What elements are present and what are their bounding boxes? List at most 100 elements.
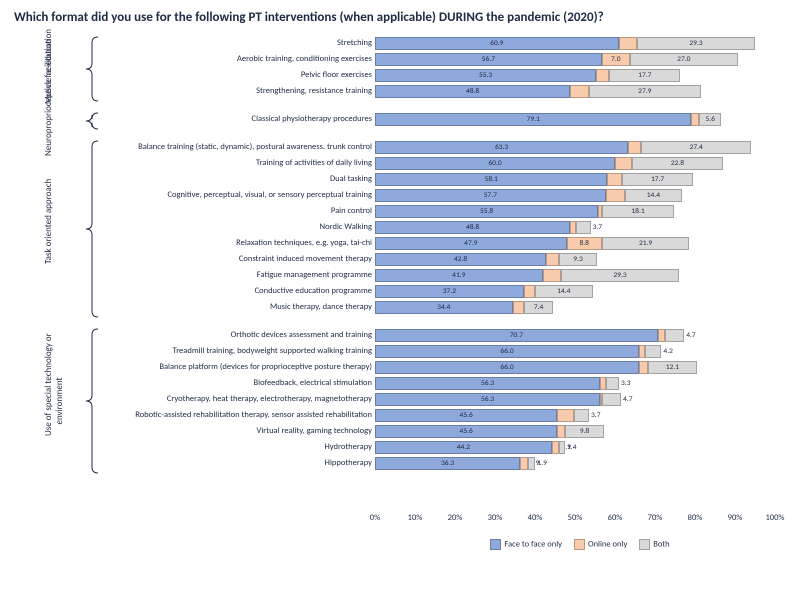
bar-zone: 58.13.717.7 <box>375 173 775 186</box>
bar-zone: 37.22.814.4 <box>375 285 775 298</box>
table-row: Robotic-assisted rehabilitation therapy,… <box>100 409 782 425</box>
legend: Face to face only Online only Both <box>375 539 775 553</box>
bar-value-face: 47.9 <box>464 239 477 248</box>
bar-value-both: 9.8 <box>580 427 590 436</box>
table-row: Pain control55.80.918.1 <box>100 205 782 221</box>
bar-value-both: 18.1 <box>631 207 644 216</box>
bar-segment-both <box>645 345 662 358</box>
bar-value-face: 41.9 <box>452 271 465 280</box>
table-row: Training of activities of daily living 60… <box>100 157 782 173</box>
table-row: Orthotic devices assessment and training… <box>100 329 782 345</box>
bar-zone: 56.30.54.7 <box>375 393 775 406</box>
bar-segment-both <box>576 221 591 234</box>
bar-value-both: 3.7 <box>591 411 601 420</box>
x-tick: 100% <box>765 513 784 523</box>
row-label: Treadmill training, bodyweight supported… <box>112 347 372 356</box>
row-label: Aerobic training, conditioning exercises <box>112 55 372 64</box>
bar-segment-both <box>665 329 684 342</box>
bar-segment-online <box>557 425 565 438</box>
row-label: Robotic-assisted rehabilitation therapy,… <box>112 411 372 420</box>
bar-value-both: 27.0 <box>677 55 690 64</box>
bar-value-both: 3.7 <box>593 223 603 232</box>
bar-segment-online <box>543 269 562 282</box>
bar-value-both: 27.9 <box>638 87 651 96</box>
row-label: Hydrotherapy <box>112 443 372 452</box>
row-label: Hippotherapy <box>112 459 372 468</box>
bar-value-both: 29.3 <box>613 271 626 280</box>
row-label: Conductive education programme <box>112 287 372 296</box>
bar-value-online: 7.0 <box>611 55 621 64</box>
row-label: Music therapy, dance therapy <box>112 303 372 312</box>
x-axis: 0%10%20%30%40%50%60%70%80%90%100% <box>375 513 775 533</box>
bar-zone: 48.81.43.7 <box>375 221 775 234</box>
bar-segment-online <box>570 85 589 98</box>
group-axis: Muscle re-educationNeuroproprioceptive f… <box>14 33 94 561</box>
x-tick: 30% <box>488 513 503 523</box>
row-label: Balance platform (devices for propriocep… <box>112 363 372 372</box>
row-label: Stretching <box>112 39 372 48</box>
row-label: Virtual reality, gaming technology <box>112 427 372 436</box>
row-label: Classical physiotherapy procedures <box>112 115 372 124</box>
bar-value-face: 48.8 <box>466 223 479 232</box>
bar-value-face: 60.0 <box>488 159 501 168</box>
bar-value-face: 34.4 <box>437 303 450 312</box>
group-brace <box>86 141 100 317</box>
bar-value-face: 45.6 <box>460 427 473 436</box>
bar-zone: 42.83.39.3 <box>375 253 775 266</box>
page-title: Which format did you use for the followi… <box>14 10 782 25</box>
bar-segment-online <box>607 173 622 186</box>
bar-zone: 36.31.91.9 <box>375 457 775 470</box>
stacked-bar-chart: Muscle re-educationNeuroproprioceptive f… <box>14 33 782 561</box>
bar-segment-both <box>602 393 621 406</box>
table-row: Treadmill training, bodyweight supported… <box>100 345 782 361</box>
x-tick: 70% <box>648 513 663 523</box>
bar-value-face: 48.8 <box>466 87 479 96</box>
group-label: Use of special technology or environment <box>43 366 65 436</box>
group-label: Neuroproprioceptive facilitation <box>43 86 54 156</box>
bar-value-face: 56.3 <box>481 379 494 388</box>
bar-value-face: 36.3 <box>441 459 454 468</box>
bar-value-both: 17.7 <box>651 175 664 184</box>
bar-value-face: 70.7 <box>510 331 523 340</box>
bar-value-both: 12.1 <box>666 363 679 372</box>
bar-value-face: 56.7 <box>482 55 495 64</box>
x-tick: 40% <box>528 513 543 523</box>
bar-zone: 66.01.44.2 <box>375 345 775 358</box>
table-row: Stretching60.94.729.3 <box>100 37 782 53</box>
bar-segment-online <box>557 409 574 422</box>
row-label: Training of activities of daily living <box>112 159 372 168</box>
bar-segment-both <box>606 377 619 390</box>
table-row: Fatigue management programme41.94.729.3 <box>100 269 782 285</box>
bar-value-face: 55.3 <box>479 71 492 80</box>
group-brace <box>86 37 100 101</box>
bar-value-face: 66.0 <box>500 347 513 356</box>
bar-value-face: 42.8 <box>454 255 467 264</box>
legend-label-online: Online only <box>588 540 627 550</box>
bar-value-both: 29.3 <box>689 39 702 48</box>
bar-value-both: 22.8 <box>671 159 684 168</box>
bar-value-online: 8.8 <box>579 239 589 248</box>
bar-value-both: 5.6 <box>705 115 715 124</box>
bar-value-both: 1.4 <box>567 443 577 452</box>
table-row: Hydrotherapy44.21.91.4 <box>100 441 782 457</box>
table-row: Nordic Walking48.81.43.7 <box>100 221 782 237</box>
bar-value-both: 27.4 <box>690 143 703 152</box>
bar-value-face: 66.0 <box>500 363 513 372</box>
table-row: Relaxation techniques, e.g. yoga, tai-ch… <box>100 237 782 253</box>
table-row: Dual tasking58.13.717.7 <box>100 173 782 189</box>
bar-zone: 56.7 7.0 27.0 <box>375 53 775 66</box>
bar-segment-online <box>552 441 560 454</box>
bar-value-both: 17.7 <box>638 71 651 80</box>
bar-zone: 63.33.327.4 <box>375 141 775 154</box>
legend-label-both: Both <box>653 540 669 550</box>
bar-segment-online <box>520 457 528 470</box>
bar-zone: 70.71.94.7 <box>375 329 775 342</box>
bar-segment-online <box>606 189 625 202</box>
row-label: Constraint induced movement therapy <box>112 255 372 264</box>
row-label: Fatigue management programme <box>112 271 372 280</box>
row-label: Biofeedback, electrical stimulation <box>112 379 372 388</box>
group-brace <box>86 113 100 129</box>
bar-value-both: 7.4 <box>534 303 544 312</box>
table-row: Cryotherapy, heat therapy, electrotherap… <box>100 393 782 409</box>
legend-swatch-face <box>490 539 501 550</box>
